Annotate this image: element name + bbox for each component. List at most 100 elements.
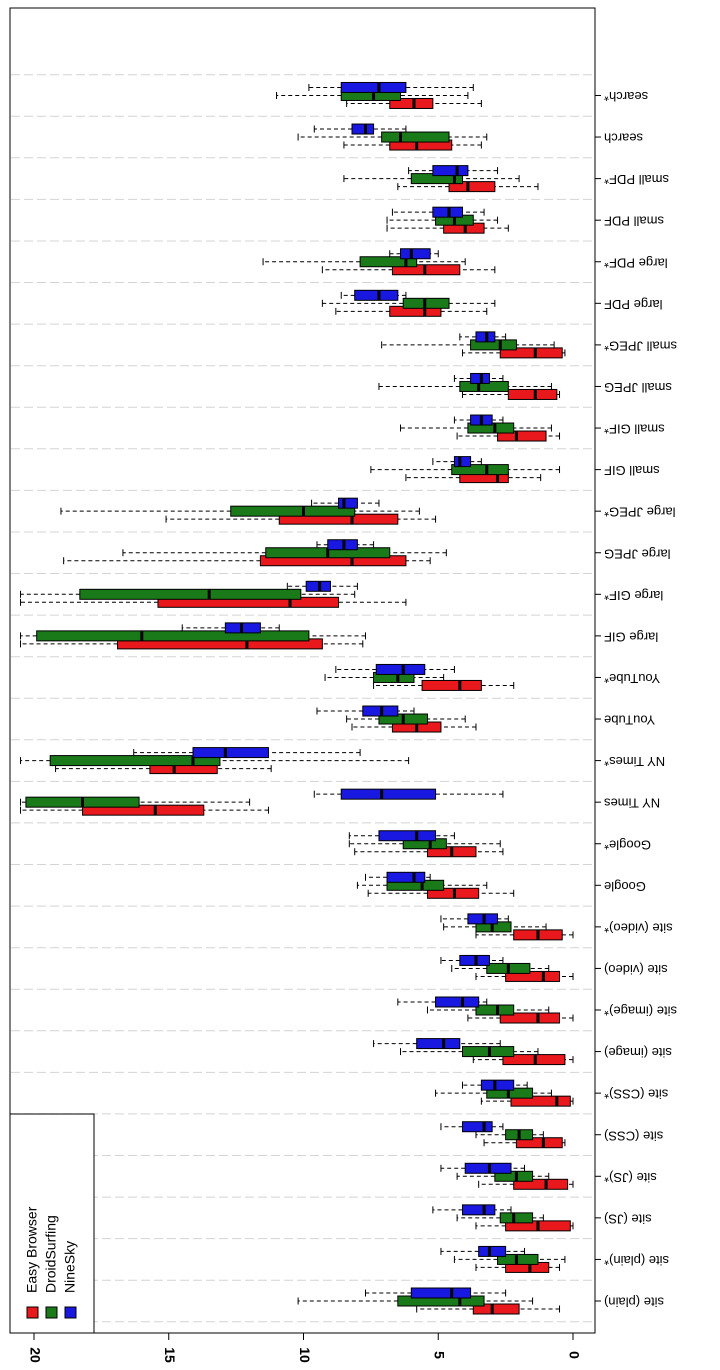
box-plot-mark: [346, 713, 466, 725]
box-iqr: [499, 1012, 561, 1024]
legend-label: Easy Browser: [24, 1206, 40, 1293]
box-plot-mark: [440, 954, 504, 966]
box-iqr: [421, 679, 482, 691]
category-axis-label: small GIF*: [604, 422, 665, 437]
box-iqr: [497, 430, 547, 442]
box-iqr: [375, 663, 426, 675]
box-plot-mark: [462, 1079, 528, 1091]
box-iqr: [505, 970, 561, 982]
category-axis-label: small PDF: [604, 214, 664, 229]
category-axis-label: NY Times: [604, 796, 661, 811]
box-iqr: [432, 165, 469, 177]
box-iqr: [230, 505, 356, 517]
value-axis: 0 5 10 15 20: [27, 1333, 582, 1363]
box-plot-mark: [313, 123, 407, 135]
box-iqr: [340, 81, 407, 93]
box-plot-mark: [286, 580, 358, 592]
box-iqr: [378, 830, 437, 842]
value-axis-tick-label: 15: [162, 1347, 178, 1363]
category-axis-label: site (JS): [604, 1211, 652, 1226]
category-axis-label: small JPEG*: [604, 338, 677, 353]
category-axis-label: large GIF*: [604, 588, 663, 603]
box-iqr: [510, 1095, 571, 1107]
boxes: [20, 81, 574, 1315]
box-plot-mark: [389, 248, 439, 260]
category-axis-label: site (CSS): [604, 1128, 663, 1143]
box-plot-mark: [20, 804, 269, 816]
box-plot-mark: [451, 962, 550, 974]
box-iqr: [494, 1170, 534, 1182]
category-axis: site (plain) site (plain)* site (JS) site (…: [595, 89, 677, 1310]
box-iqr: [499, 1212, 534, 1224]
value-axis-tick-label: 20: [27, 1347, 43, 1363]
category-axis-label: large JPEG: [604, 546, 670, 561]
box-plot-mark: [397, 996, 488, 1008]
box-iqr: [340, 788, 437, 800]
category-axis-label: site (video)*: [604, 920, 673, 935]
box-iqr: [410, 1287, 472, 1299]
box-plot-mark: [335, 663, 455, 675]
legend-swatch: [64, 1306, 77, 1319]
box-plot-mark: [311, 497, 380, 509]
box-plot-mark: [20, 588, 356, 600]
category-axis-label: NY Times*: [604, 754, 665, 769]
box-iqr: [359, 256, 418, 268]
box-plot-mark: [475, 1220, 574, 1232]
box-iqr: [435, 996, 480, 1008]
category-axis-label: large GIF: [604, 629, 658, 644]
box-plot-mark: [416, 1303, 561, 1315]
box-plot-mark: [348, 830, 455, 842]
box-plot-mark: [313, 788, 504, 800]
box-plot-mark: [343, 173, 520, 185]
box-plot-mark: [20, 630, 366, 642]
category-axis-label: site (JS)*: [604, 1170, 657, 1185]
box-plot-mark: [181, 622, 280, 634]
box-iqr: [389, 97, 434, 109]
box-iqr: [451, 464, 509, 476]
category-axis-label: large PDF*: [604, 255, 668, 270]
category-axis-label: large JPEG*: [604, 505, 676, 520]
box-plot-mark: [346, 97, 482, 109]
box-plot-mark: [475, 929, 574, 941]
box-iqr: [416, 1038, 461, 1050]
category-axis-label: site (CSS)*: [604, 1087, 668, 1102]
category-axis-label: site (video): [604, 962, 668, 977]
value-axis-tick-label: 0: [566, 1351, 582, 1359]
series-ninesky: [133, 81, 528, 1299]
box-iqr: [513, 1178, 569, 1190]
box-plot-mark: [262, 256, 466, 268]
category-axis-label: search*: [604, 89, 648, 104]
box-plot-mark: [308, 81, 474, 93]
box-iqr: [462, 1204, 496, 1216]
box-plot-mark: [456, 430, 561, 442]
box-plot-mark: [456, 1170, 550, 1182]
box-plot-mark: [373, 679, 515, 691]
category-axis-label: small GIF: [604, 463, 660, 478]
category-axis-label: site (image): [604, 1045, 672, 1060]
legend-swatch: [45, 1306, 58, 1319]
plot-frame: [9, 7, 596, 1334]
box-iqr: [472, 1303, 520, 1315]
category-axis-label: search: [604, 131, 643, 146]
box-plot-mark: [480, 1095, 574, 1107]
box-plot-mark: [472, 1054, 574, 1066]
box-plot-mark: [354, 846, 504, 858]
category-axis-label: site (image)*: [604, 1004, 677, 1019]
category-axis-label: YouTube: [604, 713, 655, 728]
box-iqr: [351, 123, 375, 135]
category-axis-label: YouTube*: [604, 671, 660, 686]
box-plot-mark: [364, 871, 431, 883]
box-plot-mark: [316, 705, 415, 717]
category-axis-label: site (plain): [604, 1295, 664, 1310]
value-axis-tick-label: 5: [432, 1351, 448, 1359]
box-iqr: [480, 1079, 515, 1091]
box-iqr: [192, 747, 269, 759]
box-plot-mark: [321, 264, 496, 276]
box-iqr: [462, 1121, 493, 1133]
box-plot-mark: [60, 505, 420, 517]
box-plot-mark: [397, 181, 539, 193]
box-iqr: [448, 181, 496, 193]
box-iqr: [499, 347, 563, 359]
box-iqr: [381, 131, 450, 143]
